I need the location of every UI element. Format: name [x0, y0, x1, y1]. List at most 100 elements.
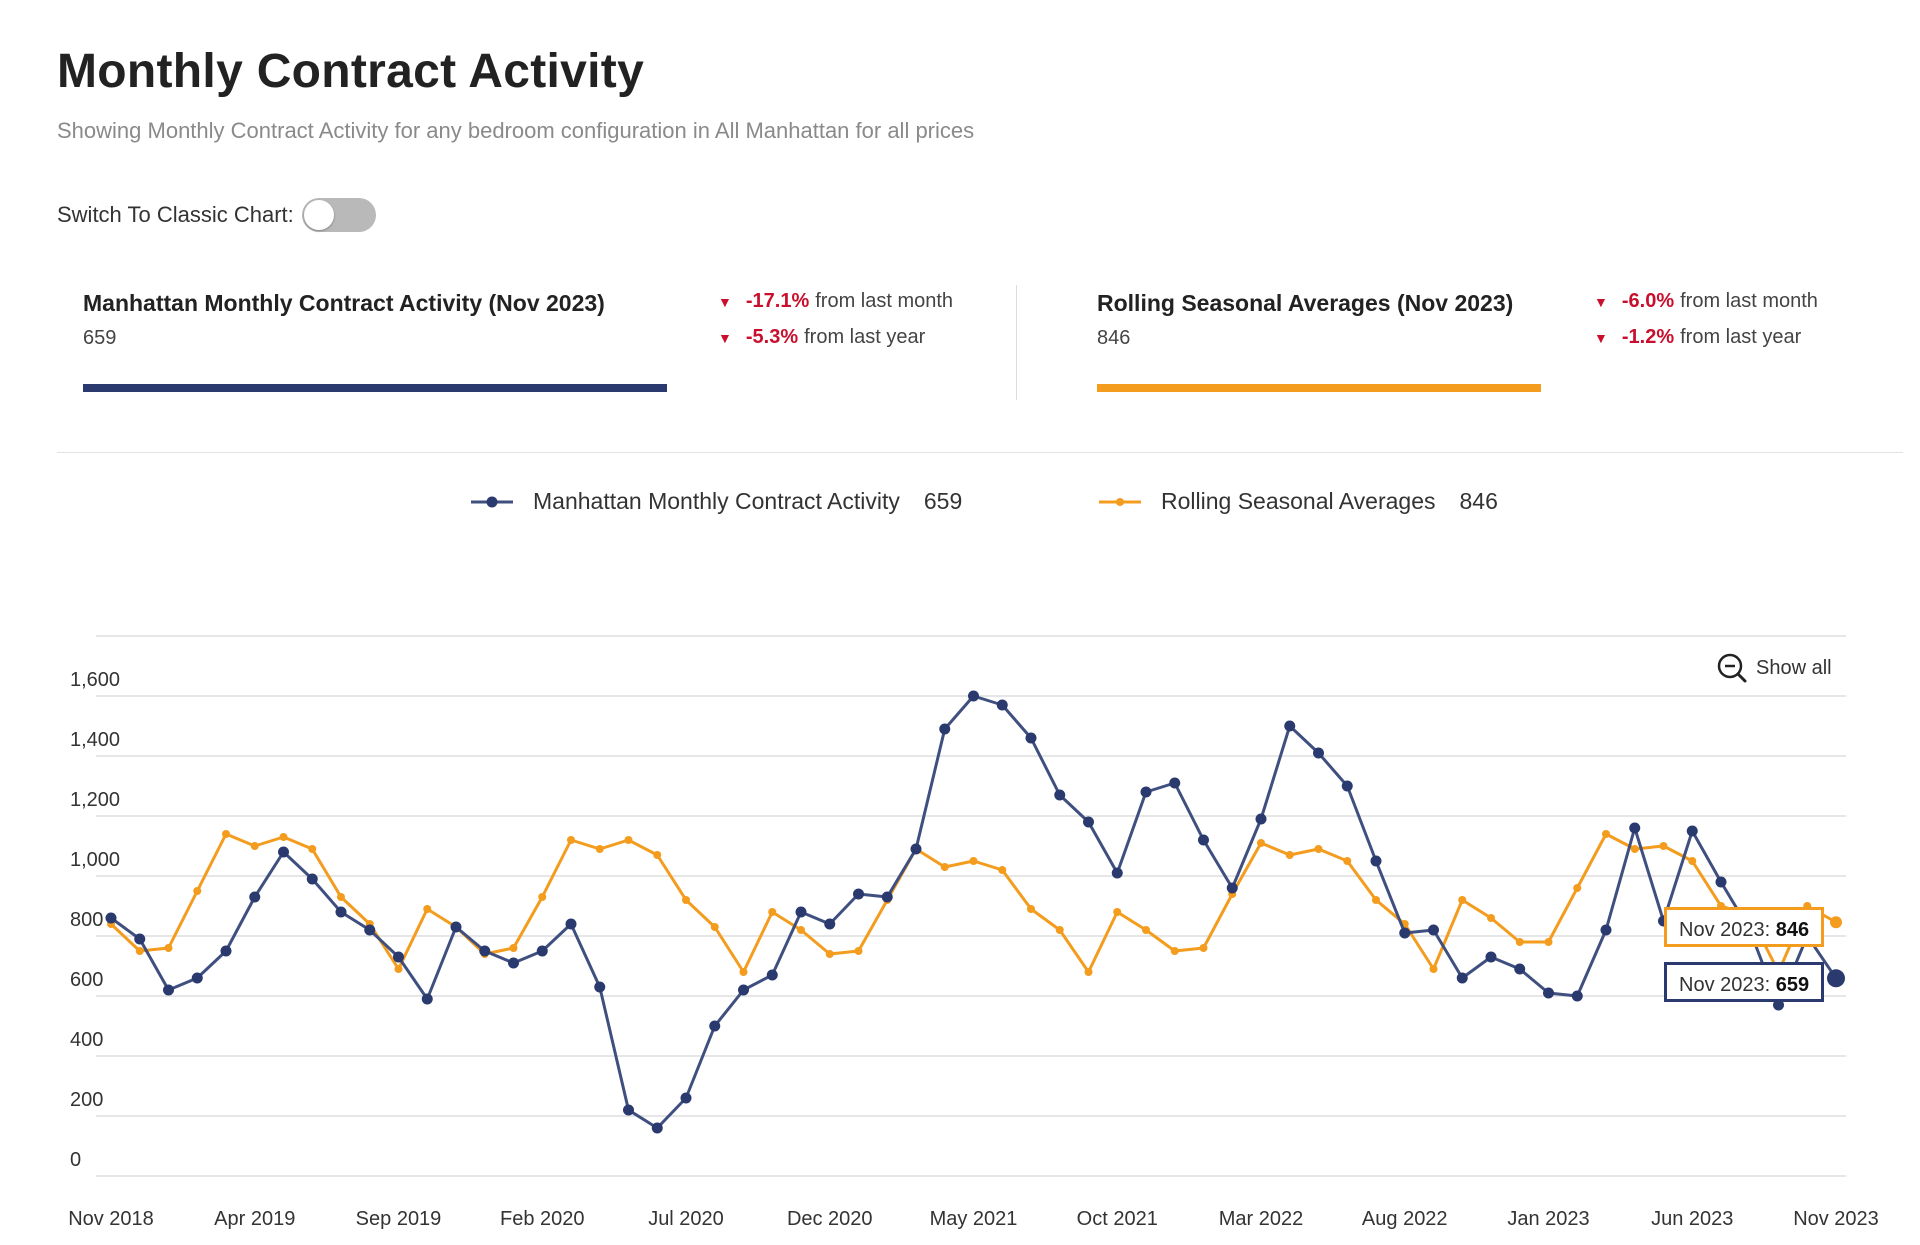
card-seasonal-value: 846	[1097, 327, 1131, 349]
data-point-activity	[105, 912, 117, 924]
data-point-seasonal	[308, 845, 317, 853]
data-point-activity	[1255, 813, 1267, 825]
x-tick-label: Mar 2022	[1219, 1208, 1304, 1230]
data-point-seasonal	[797, 926, 805, 934]
data-point-activity	[450, 921, 462, 933]
data-point-seasonal	[1055, 926, 1064, 934]
data-point-seasonal	[1170, 947, 1179, 955]
down-triangle-icon: ▼	[1594, 293, 1608, 310]
tooltip-seasonal-value: 846	[1775, 919, 1810, 941]
data-point-activity	[1111, 867, 1123, 879]
data-point-seasonal	[854, 947, 863, 955]
data-point-activity	[709, 1020, 721, 1032]
data-point-seasonal	[1257, 839, 1265, 847]
x-tick-label: Sep 2019	[356, 1208, 442, 1230]
change-percent: -5.3%	[745, 326, 799, 348]
legend-activity-marker-icon	[471, 496, 513, 507]
data-point-seasonal	[164, 944, 173, 952]
data-point-activity	[1456, 972, 1468, 984]
data-point-activity	[968, 690, 979, 702]
data-point-seasonal	[969, 857, 978, 865]
data-point-seasonal	[1830, 916, 1842, 929]
legend-seasonal-label: Rolling Seasonal Averages	[1161, 488, 1436, 514]
data-point-seasonal	[1084, 968, 1093, 976]
y-tick-label: 400	[70, 1029, 103, 1051]
data-point-seasonal	[1573, 884, 1582, 892]
y-tick-label: 200	[70, 1089, 103, 1111]
data-point-activity	[766, 969, 778, 981]
data-point-activity	[1341, 780, 1353, 792]
series-line-seasonal	[109, 832, 1837, 974]
legend-item-activity[interactable]: Manhattan Monthly Contract Activity 659	[471, 488, 962, 515]
page-title: Monthly Contract Activity	[57, 45, 645, 98]
x-tick-label: Jun 2023	[1651, 1208, 1733, 1230]
data-point-seasonal	[1285, 851, 1294, 859]
data-point-activity	[939, 723, 951, 735]
classic-chart-switch-label: Switch To Classic Chart:	[57, 202, 294, 227]
change-text: from last month	[815, 290, 954, 312]
data-point-activity	[220, 945, 232, 957]
legend-item-seasonal[interactable]: Rolling Seasonal Averages 846	[1099, 488, 1498, 515]
data-point-seasonal	[1027, 905, 1035, 913]
data-point-seasonal	[509, 944, 518, 952]
data-point-seasonal	[1343, 857, 1352, 865]
data-point-seasonal	[1199, 944, 1208, 952]
data-point-seasonal	[250, 842, 259, 850]
data-point-seasonal	[538, 893, 547, 901]
y-tick-label: 800	[70, 909, 103, 931]
show-all-button[interactable]: Show all	[1716, 652, 1832, 684]
data-point-activity	[1827, 969, 1845, 988]
change-text: from last month	[1680, 290, 1818, 312]
data-point-activity	[393, 951, 404, 963]
data-point-activity	[1715, 876, 1727, 888]
data-point-activity	[680, 1092, 692, 1104]
x-tick-label: Nov 2023	[1793, 1208, 1879, 1230]
card-seasonal-change-year: ▼ -1.2% from last year	[1594, 326, 1801, 349]
x-tick-label: Jul 2020	[648, 1208, 724, 1230]
data-point-activity	[1284, 720, 1296, 732]
card-activity-bar	[83, 384, 667, 392]
data-point-seasonal	[1630, 845, 1639, 853]
data-point-seasonal	[567, 836, 575, 844]
change-percent: -1.2%	[1621, 326, 1675, 348]
data-point-activity	[1313, 747, 1324, 759]
data-point-activity	[1054, 789, 1066, 801]
x-tick-label: Aug 2022	[1362, 1208, 1448, 1230]
data-point-activity	[623, 1104, 634, 1116]
data-point-seasonal	[193, 887, 202, 895]
x-tick-label: Nov 2018	[68, 1208, 154, 1230]
data-point-seasonal	[1602, 830, 1610, 838]
data-point-activity	[565, 918, 577, 930]
data-point-activity	[824, 918, 836, 930]
data-point-activity	[1226, 882, 1238, 894]
data-point-seasonal	[1688, 857, 1697, 865]
classic-chart-toggle[interactable]	[301, 198, 376, 232]
data-point-seasonal	[1429, 965, 1438, 973]
data-point-activity	[1198, 834, 1209, 846]
data-point-activity	[1169, 777, 1181, 789]
data-point-seasonal	[135, 947, 144, 955]
x-tick-label: Dec 2020	[787, 1208, 873, 1230]
data-point-activity	[651, 1122, 663, 1134]
tooltip-activity: Nov 2023: 659	[1664, 962, 1825, 1002]
y-tick-label: 1,400	[70, 729, 120, 751]
data-point-seasonal	[1659, 842, 1668, 850]
zoom-out-icon	[1717, 653, 1747, 683]
data-point-seasonal	[337, 893, 345, 901]
data-point-activity	[853, 888, 864, 900]
data-point-seasonal	[1113, 908, 1122, 916]
data-point-activity	[1773, 999, 1784, 1011]
down-triangle-icon: ▼	[718, 329, 732, 346]
data-point-seasonal	[1515, 938, 1524, 946]
data-point-activity	[191, 972, 203, 984]
data-point-seasonal	[1142, 926, 1150, 934]
data-point-activity	[1514, 963, 1526, 975]
data-point-seasonal	[1544, 938, 1553, 946]
data-point-activity	[1140, 786, 1152, 798]
down-triangle-icon: ▼	[1594, 329, 1608, 346]
card-seasonal-bar	[1097, 384, 1541, 392]
data-point-seasonal	[768, 908, 777, 916]
data-point-seasonal	[825, 950, 834, 958]
data-point-activity	[1686, 825, 1698, 837]
classic-chart-switch-row: Switch To Classic Chart:	[57, 198, 376, 232]
